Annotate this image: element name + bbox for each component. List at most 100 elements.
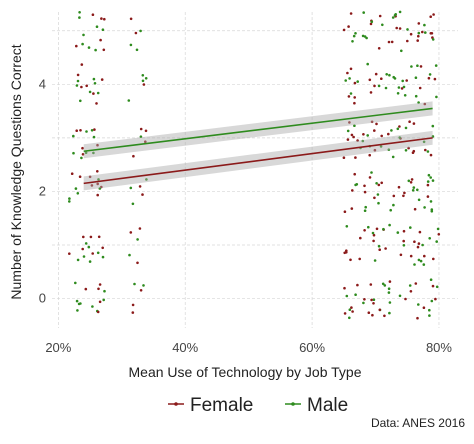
data-point bbox=[404, 149, 408, 152]
data-point bbox=[345, 225, 349, 228]
legend-label: Male bbox=[307, 395, 348, 416]
y-axis-label: Number of Knowledge Questions Correct bbox=[8, 44, 24, 299]
data-point bbox=[353, 124, 356, 127]
data-point bbox=[364, 205, 368, 209]
data-point bbox=[381, 282, 385, 286]
data-point bbox=[75, 129, 78, 132]
data-point bbox=[93, 128, 96, 131]
x-tick-label: 40% bbox=[172, 340, 198, 355]
data-point bbox=[431, 135, 435, 138]
data-point bbox=[103, 17, 106, 21]
data-point bbox=[403, 191, 406, 195]
data-point bbox=[429, 15, 433, 18]
data-point bbox=[80, 156, 83, 160]
data-point bbox=[371, 313, 374, 317]
data-point bbox=[129, 43, 133, 47]
data-point bbox=[373, 259, 377, 262]
data-point bbox=[343, 251, 347, 255]
data-point bbox=[362, 11, 366, 14]
data-point bbox=[343, 210, 347, 213]
data-point bbox=[387, 40, 391, 44]
data-point bbox=[375, 227, 379, 231]
data-point bbox=[139, 29, 142, 33]
data-point bbox=[416, 64, 419, 67]
data-point bbox=[96, 170, 99, 173]
data-point bbox=[129, 17, 133, 21]
data-point bbox=[351, 40, 354, 43]
data-point bbox=[426, 180, 430, 183]
data-point bbox=[101, 28, 105, 32]
data-point bbox=[421, 30, 424, 34]
data-point bbox=[408, 284, 412, 287]
data-point bbox=[368, 176, 372, 179]
data-point bbox=[139, 127, 143, 131]
data-point bbox=[72, 151, 75, 155]
data-point bbox=[349, 12, 353, 15]
data-point bbox=[428, 237, 432, 240]
x-axis-label: Mean Use of Technology by Job Type bbox=[129, 364, 362, 380]
data-point bbox=[377, 183, 381, 187]
data-point bbox=[78, 16, 81, 19]
data-point bbox=[429, 278, 433, 282]
data-point bbox=[78, 11, 81, 14]
data-point bbox=[427, 76, 431, 80]
data-point bbox=[423, 23, 426, 27]
data-point bbox=[405, 79, 409, 82]
data-point bbox=[409, 226, 412, 229]
data-point bbox=[91, 305, 94, 308]
data-point bbox=[419, 65, 423, 68]
data-point bbox=[383, 314, 386, 318]
data-point bbox=[373, 196, 376, 200]
data-point bbox=[96, 143, 99, 147]
data-point bbox=[96, 91, 100, 95]
data-point bbox=[396, 92, 400, 95]
data-point bbox=[131, 311, 135, 314]
y-tick-label: 2 bbox=[39, 183, 46, 198]
data-point bbox=[377, 84, 381, 88]
data-point bbox=[84, 151, 88, 154]
data-point bbox=[91, 252, 94, 255]
data-point bbox=[127, 99, 131, 102]
data-point bbox=[91, 13, 95, 16]
data-point bbox=[416, 245, 420, 249]
data-point bbox=[424, 148, 427, 152]
data-point bbox=[417, 198, 421, 202]
data-point bbox=[345, 294, 349, 298]
data-point bbox=[431, 124, 435, 128]
data-point bbox=[422, 140, 426, 144]
data-point bbox=[398, 294, 402, 298]
data-point bbox=[81, 247, 84, 251]
data-point bbox=[376, 193, 380, 196]
legend-swatch-point bbox=[174, 402, 178, 406]
data-point bbox=[414, 76, 418, 79]
data-point bbox=[377, 47, 381, 50]
data-point bbox=[387, 148, 391, 151]
data-point bbox=[381, 23, 384, 27]
data-point bbox=[363, 209, 367, 212]
x-tick-label: 20% bbox=[45, 340, 71, 355]
data-point bbox=[98, 283, 102, 286]
data-point bbox=[410, 178, 414, 181]
data-point bbox=[68, 200, 71, 203]
data-point bbox=[93, 82, 97, 85]
data-point bbox=[347, 95, 351, 98]
data-point bbox=[367, 311, 371, 315]
data-point bbox=[96, 251, 100, 255]
data-point bbox=[363, 229, 366, 232]
data-point bbox=[144, 77, 148, 80]
data-point bbox=[399, 253, 403, 257]
data-point bbox=[371, 231, 375, 235]
data-point bbox=[97, 235, 101, 239]
data-point bbox=[412, 122, 416, 125]
data-point bbox=[402, 194, 405, 198]
data-point bbox=[75, 44, 78, 48]
data-point bbox=[145, 178, 148, 181]
data-point bbox=[423, 206, 426, 209]
data-point bbox=[375, 122, 378, 126]
data-point bbox=[419, 259, 423, 263]
data-point bbox=[351, 310, 354, 313]
data-point bbox=[423, 254, 426, 258]
data-point bbox=[418, 86, 422, 90]
data-point bbox=[378, 14, 382, 18]
